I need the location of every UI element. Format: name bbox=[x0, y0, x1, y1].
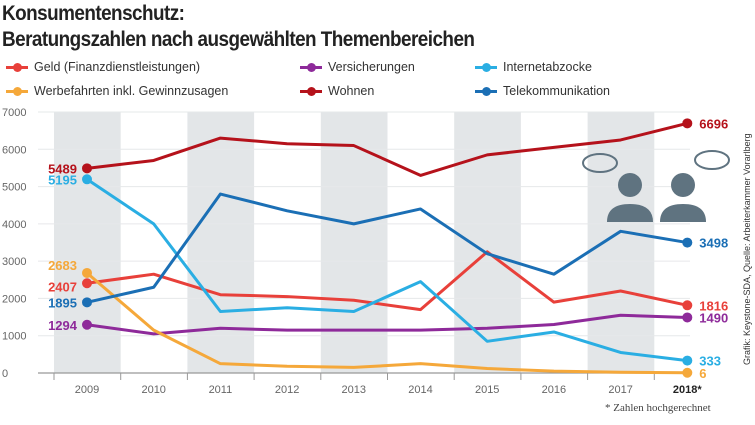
end-data-label: 6 bbox=[699, 366, 706, 381]
x-tick-label: 2016 bbox=[542, 384, 566, 396]
legend-swatch bbox=[475, 86, 497, 96]
x-tick-label: 2014 bbox=[408, 384, 432, 396]
start-point bbox=[82, 278, 92, 289]
start-point bbox=[82, 319, 92, 330]
people-icon bbox=[582, 150, 730, 222]
series-line-5 bbox=[86, 192, 688, 304]
x-tick-label: 2013 bbox=[342, 384, 366, 396]
grid-band bbox=[187, 112, 255, 373]
end-point bbox=[682, 367, 693, 378]
start-data-label: 5195 bbox=[48, 172, 77, 187]
series-line-4 bbox=[86, 121, 688, 177]
end-point bbox=[682, 300, 693, 311]
legend-item: Internetabzocke bbox=[475, 60, 592, 74]
x-tick-label: 2017 bbox=[608, 384, 632, 396]
grid-band bbox=[320, 112, 388, 373]
footnote: * Zahlen hochgerechnet bbox=[605, 402, 711, 414]
start-point bbox=[82, 163, 92, 174]
end-point bbox=[682, 118, 693, 129]
legend-label: Versicherungen bbox=[328, 60, 415, 74]
legend-item: Telekommunikation bbox=[475, 84, 610, 98]
series-line-1 bbox=[86, 313, 688, 336]
series-line-3 bbox=[86, 271, 688, 375]
start-data-label: 1294 bbox=[48, 318, 78, 333]
x-tick-label: 2012 bbox=[275, 384, 299, 396]
legend-label: Werbefahrten inkl. Gewinnzusagen bbox=[34, 84, 229, 98]
end-data-label: 6696 bbox=[699, 116, 728, 131]
y-tick-label: 5000 bbox=[2, 182, 26, 194]
legend-swatch bbox=[300, 86, 322, 96]
start-point bbox=[82, 267, 92, 278]
legend-swatch bbox=[300, 62, 322, 72]
end-data-label: 333 bbox=[699, 354, 721, 369]
legend-label: Telekommunikation bbox=[503, 84, 610, 98]
end-point bbox=[682, 355, 693, 366]
thought-bubble-icon bbox=[582, 153, 618, 173]
legend-item: Geld (Finanzdienstleistungen) bbox=[6, 60, 200, 74]
x-tick-label: 2015 bbox=[475, 384, 499, 396]
legend-item: Werbefahrten inkl. Gewinnzusagen bbox=[6, 84, 228, 98]
y-tick-label: 7000 bbox=[2, 107, 26, 119]
y-tick-label: 3000 bbox=[2, 256, 26, 268]
end-data-label: 1816 bbox=[699, 298, 728, 313]
legend-label: Wohnen bbox=[328, 84, 375, 98]
grid-band bbox=[54, 112, 121, 373]
source-credit: Grafik: Keystone-SDA, Quelle: Arbeiterka… bbox=[742, 133, 752, 365]
y-tick-label: 2000 bbox=[2, 293, 26, 305]
chart-title-line1: Konsumentenschutz: bbox=[2, 2, 185, 25]
end-point bbox=[682, 237, 693, 248]
start-data-label: 5489 bbox=[48, 161, 77, 176]
person-head bbox=[671, 173, 695, 197]
y-tick-label: 1000 bbox=[2, 331, 26, 343]
start-data-label: 2683 bbox=[48, 258, 77, 273]
chart-title-line2: Beratungszahlen nach ausgewählten Themen… bbox=[2, 28, 475, 51]
start-point bbox=[82, 174, 92, 185]
legend-item: Versicherungen bbox=[300, 60, 415, 74]
x-tick-label: 2011 bbox=[209, 384, 233, 396]
legend-swatch bbox=[475, 62, 497, 72]
legend-label: Internetabzocke bbox=[503, 60, 592, 74]
start-point bbox=[82, 297, 92, 308]
end-point bbox=[682, 312, 693, 323]
legend-item: Wohnen bbox=[300, 84, 374, 98]
series-line-2 bbox=[86, 178, 688, 363]
start-data-label: 2407 bbox=[48, 279, 77, 294]
x-tick-label: 2010 bbox=[141, 384, 165, 396]
person-body bbox=[660, 204, 706, 222]
person-body bbox=[607, 204, 653, 222]
end-data-label: 1490 bbox=[699, 310, 728, 325]
series-line-0 bbox=[86, 250, 688, 312]
legend-label: Geld (Finanzdienstleistungen) bbox=[34, 60, 201, 74]
grid-band bbox=[587, 112, 655, 373]
end-data-label: 3498 bbox=[699, 236, 728, 251]
y-tick-label: 6000 bbox=[2, 144, 26, 156]
x-tick-label: 2018* bbox=[673, 384, 702, 396]
legend-swatch bbox=[6, 62, 28, 72]
y-tick-label: 0 bbox=[2, 368, 8, 380]
y-tick-label: 4000 bbox=[2, 219, 26, 231]
person-head bbox=[618, 173, 642, 197]
speech-bubble-icon bbox=[694, 150, 730, 170]
x-tick-label: 2009 bbox=[75, 384, 99, 396]
start-data-label: 1895 bbox=[48, 295, 77, 310]
legend-swatch bbox=[6, 86, 28, 96]
